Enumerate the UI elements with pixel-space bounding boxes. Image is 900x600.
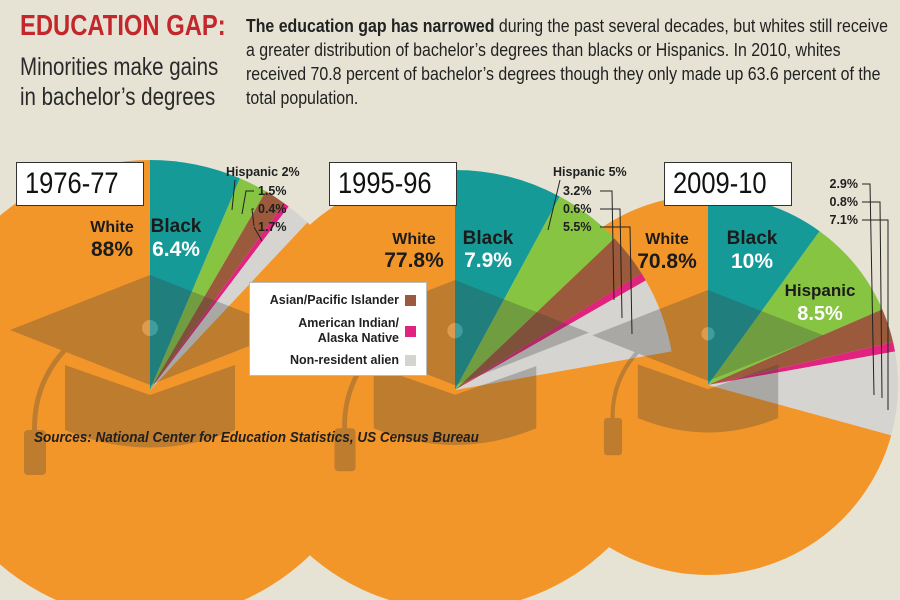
slice-black-1976-77 <box>150 160 241 390</box>
subtitle-line-1: Minorities make gains <box>20 53 219 81</box>
slice-native-2009-10 <box>708 342 896 385</box>
lead-text: during the past several decades, but whi… <box>246 15 888 108</box>
cap-tassel-cord <box>610 342 648 427</box>
year-label-2009: 2009-10 <box>664 162 793 206</box>
cap-tassel-cord <box>32 338 77 441</box>
slice-label-0-0: White <box>90 219 134 236</box>
slice-white-1976-77 <box>0 160 380 600</box>
leader-line <box>231 179 236 211</box>
legend-swatch-asian <box>405 295 416 307</box>
slice-black-2009-10 <box>708 195 820 385</box>
graduation-cap-watermarks <box>10 275 824 475</box>
slice-label-2-5: 8.5% <box>797 303 843 325</box>
legend-item-asian: Asian/Pacific Islander <box>270 293 416 307</box>
slice-nonresident-1976-77 <box>150 206 308 390</box>
callout-1976-hispanic: Hispanic 2% <box>226 165 300 179</box>
legend-item-nonresident: Non-resident alien <box>290 353 416 367</box>
slice-hispanic-2009-10 <box>708 231 883 385</box>
leader-line <box>241 190 254 215</box>
callout-2009-nonresident: 7.1% <box>830 213 859 227</box>
cap-tassel <box>24 430 46 475</box>
subtitle-line-2: in bachelor’s degrees <box>20 83 216 111</box>
slice-label-2-2: Black <box>727 228 778 249</box>
cap-base <box>637 364 779 433</box>
slice-label-1-0: White <box>392 231 436 248</box>
legend-swatch-nonresident <box>405 355 416 367</box>
slice-native-1995-96 <box>455 273 646 390</box>
callout-2009-native: 0.8% <box>830 195 859 209</box>
slice-nonresident-1995-96 <box>455 280 672 390</box>
cap-button <box>701 327 715 341</box>
slice-hispanic-1976-77 <box>150 178 266 390</box>
cap-base <box>373 366 537 445</box>
legend-swatch-native <box>405 325 416 337</box>
cap-watermark-2009-10 <box>592 290 824 456</box>
page-subtitle: Minorities make gains in bachelor’s degr… <box>20 52 219 112</box>
leader-line <box>600 190 615 301</box>
callout-1995-nonresident: 5.5% <box>563 220 592 234</box>
leader-line <box>862 183 875 396</box>
slice-label-0-3: 6.4% <box>152 238 200 261</box>
year-label-1995: 1995-96 <box>329 162 458 206</box>
pie-charts <box>0 160 898 600</box>
slice-label-0-2: Black <box>151 216 202 237</box>
callout-1976-native: 0.4% <box>258 202 287 216</box>
sources-note: Sources: National Center for Education S… <box>34 429 479 446</box>
slice-asian-2009-10 <box>708 309 894 385</box>
slice-label-2-4: Hispanic <box>785 281 856 300</box>
slice-label-1-1: 77.8% <box>384 249 444 272</box>
slice-label-0-1: 88% <box>91 238 133 261</box>
callout-1976-asian: 1.5% <box>258 184 287 198</box>
cap-tassel <box>334 428 356 472</box>
cap-button <box>447 323 463 339</box>
slice-nonresident-2009-10 <box>708 351 898 436</box>
callout-2009-asian: 2.9% <box>830 177 859 191</box>
slice-label-1-3: 7.9% <box>464 249 512 272</box>
callout-1995-asian: 3.2% <box>563 184 592 198</box>
cap-base <box>65 365 235 448</box>
leader-line <box>251 208 255 227</box>
slice-hispanic-1995-96 <box>455 196 615 390</box>
legend-item-native: American Indian/ Alaska Native <box>269 316 416 346</box>
lead-paragraph: The education gap has narrowed during th… <box>246 14 893 110</box>
cap-board <box>592 290 824 381</box>
callout-1995-native: 0.6% <box>563 202 592 216</box>
slice-label-2-1: 70.8% <box>637 250 697 273</box>
slice-asian-1995-96 <box>455 238 642 390</box>
year-label-1976: 1976-77 <box>16 162 145 206</box>
cap-button <box>142 320 158 336</box>
cap-tassel <box>603 418 623 456</box>
callout-leaders <box>231 179 889 410</box>
cap-board <box>10 275 290 385</box>
legend: Asian/Pacific Islander American Indian/ … <box>249 282 427 376</box>
callout-1976-nonresident: 1.7% <box>258 220 287 234</box>
slice-label-1-2: Black <box>463 228 514 249</box>
slice-native-1976-77 <box>150 203 289 390</box>
leader-line <box>600 208 623 319</box>
page-title: EDUCATION GAP: <box>20 10 226 42</box>
leader-line <box>253 226 263 242</box>
slice-black-1995-96 <box>455 170 560 390</box>
callout-1995-hispanic: Hispanic 5% <box>553 165 627 179</box>
slice-asian-1976-77 <box>150 191 285 390</box>
pie-1976-77 <box>0 160 380 600</box>
leader-line <box>862 201 883 399</box>
slice-label-2-0: White <box>645 231 689 248</box>
leader-line <box>862 219 889 410</box>
lead-bold: The education gap has narrowed <box>246 15 495 36</box>
leader-line <box>547 179 561 231</box>
slice-label-2-3: 10% <box>731 250 773 273</box>
cap-watermark-1976-77 <box>10 275 290 475</box>
leader-line <box>600 226 633 335</box>
